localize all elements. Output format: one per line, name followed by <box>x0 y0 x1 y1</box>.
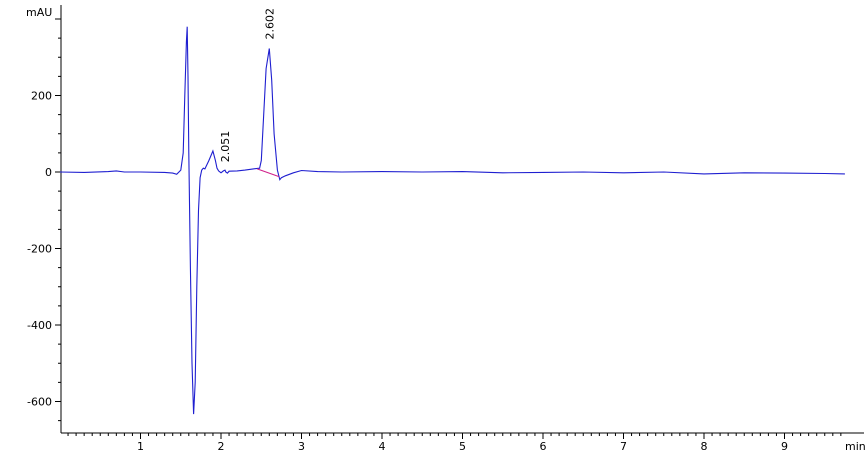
x-tick-label: 1 <box>137 440 144 453</box>
peak-retention-label: 2.051 <box>219 131 232 163</box>
integration-baseline <box>257 168 280 178</box>
x-tick-label: 7 <box>620 440 627 453</box>
y-tick-label: -400 <box>27 319 52 332</box>
x-tick-label: 9 <box>781 440 788 453</box>
signal-trace <box>59 26 845 415</box>
peak-retention-label: 2.602 <box>263 8 276 40</box>
x-tick-label: 2 <box>218 440 225 453</box>
x-tick-label: 4 <box>379 440 386 453</box>
plot-area <box>59 26 845 415</box>
y-tick-label: 200 <box>31 90 52 103</box>
labels: 2.051 2.602 <box>219 8 276 162</box>
x-tick-label: 3 <box>298 440 305 453</box>
y-tick-label: -200 <box>27 243 52 256</box>
y-axis-label: mAU <box>26 6 52 19</box>
x-tick-label: 5 <box>459 440 466 453</box>
y-tick-label: -600 <box>27 396 52 409</box>
x-tick-label: 6 <box>540 440 547 453</box>
y-tick-label: 0 <box>45 166 52 179</box>
x-tick-label: 8 <box>701 440 708 453</box>
axes: -600 -400 -200 0 200 1 2 3 4 5 6 7 8 9 mAU min <box>26 5 865 453</box>
x-axis-label: min <box>845 440 865 453</box>
